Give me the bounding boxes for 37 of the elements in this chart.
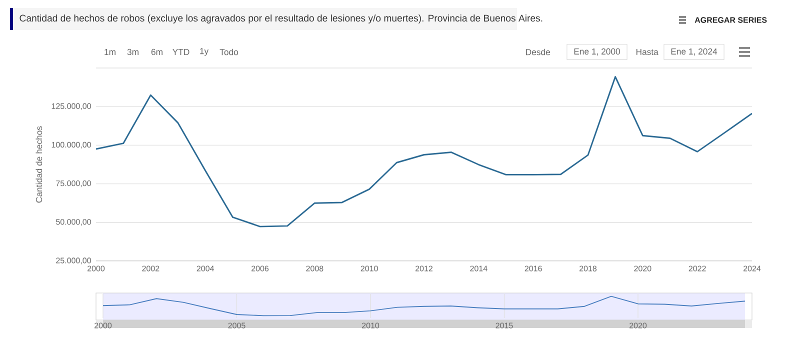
x-tick-label: 2020	[629, 322, 647, 328]
x-tick-label: 2005	[228, 322, 246, 328]
y-tick-label: 50.000,00	[56, 219, 91, 226]
x-tick-label: 2015	[496, 322, 513, 328]
text: Ene 1, 2024	[671, 48, 718, 56]
y-tick-label: 125.000,00	[52, 103, 91, 110]
x-tick-label: 2006	[252, 266, 269, 272]
x-tick-label: 2004	[196, 266, 214, 272]
y-tick-label: 75.000,00	[56, 180, 91, 188]
x-tick-label: 2002	[142, 266, 160, 272]
x-tick-label: 2012	[416, 266, 432, 272]
text: Ene 1, 2000	[574, 48, 620, 56]
text: AGREGAR SERIES	[694, 17, 767, 23]
chart-title: Cantidad de hechos de robos (excluye los agravados por el resultado de lesiones y/o muertes). Provincia de Buenos Aires.	[20, 14, 542, 24]
y-tick-label: 25.000,00	[56, 258, 91, 264]
text: 3m	[127, 48, 138, 56]
text: 6m	[151, 48, 162, 56]
x-tick-label: 2014	[470, 266, 488, 272]
x-tick-label: 2000	[88, 266, 105, 272]
y-axis-title: Cantidad de hechos	[36, 126, 42, 203]
text: Todo	[220, 48, 238, 56]
x-tick-label: 2008	[306, 266, 324, 272]
y-tick-label: 100.000,00	[52, 142, 91, 148]
x-tick-label: 2000	[94, 322, 112, 328]
line-series	[96, 76, 752, 228]
text: Desde	[526, 48, 550, 56]
text: YTD	[172, 49, 190, 55]
x-tick-label: 2024	[743, 266, 761, 272]
x-tick-label: 2018	[579, 266, 597, 272]
x-tick-label: 2010	[362, 322, 380, 328]
x-tick-label: 2020	[634, 266, 652, 272]
text: Hasta	[636, 48, 658, 56]
text: 1m	[104, 49, 116, 55]
x-tick-label: 2022	[688, 266, 706, 272]
text: 1y	[200, 48, 209, 56]
x-tick-label: 2010	[360, 266, 378, 272]
x-tick-label: 2016	[524, 266, 542, 272]
